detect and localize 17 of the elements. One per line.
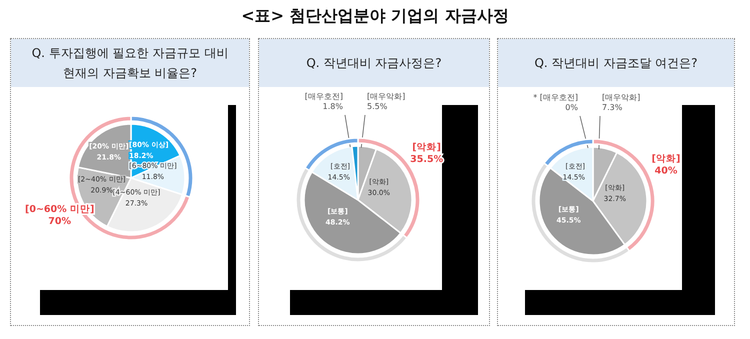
- slice-label: [악화]: [412, 142, 441, 153]
- slice-label: [매우악화]: [602, 93, 640, 102]
- data-label: 70%: [48, 216, 72, 227]
- data-label: 5.5%: [367, 102, 388, 111]
- text: <표> 첨단산업분야 기업의 자금사정: [240, 6, 510, 27]
- data-label: 40%: [654, 165, 678, 176]
- chart-title: Q. 투자집행에 필요한 자금규모 대비 현재의 자금확보 비율은?: [11, 39, 249, 87]
- data-label: 1.8%: [322, 102, 344, 111]
- slice-label: [매우호전]: [304, 92, 343, 101]
- slice-label: [악화]: [652, 153, 680, 164]
- chart-title: Q. 작년대비 자금조달 여건은?: [498, 39, 734, 87]
- slice-label: [매우악화]: [367, 92, 406, 101]
- text: 0%: [565, 103, 578, 112]
- chart-title: Q. 작년대비 자금사정은?: [259, 39, 489, 87]
- category-label: * [매우호전]: [533, 93, 578, 102]
- data-label: 7.3%: [602, 103, 623, 112]
- slice-label: [0~60% 미만]: [25, 204, 94, 215]
